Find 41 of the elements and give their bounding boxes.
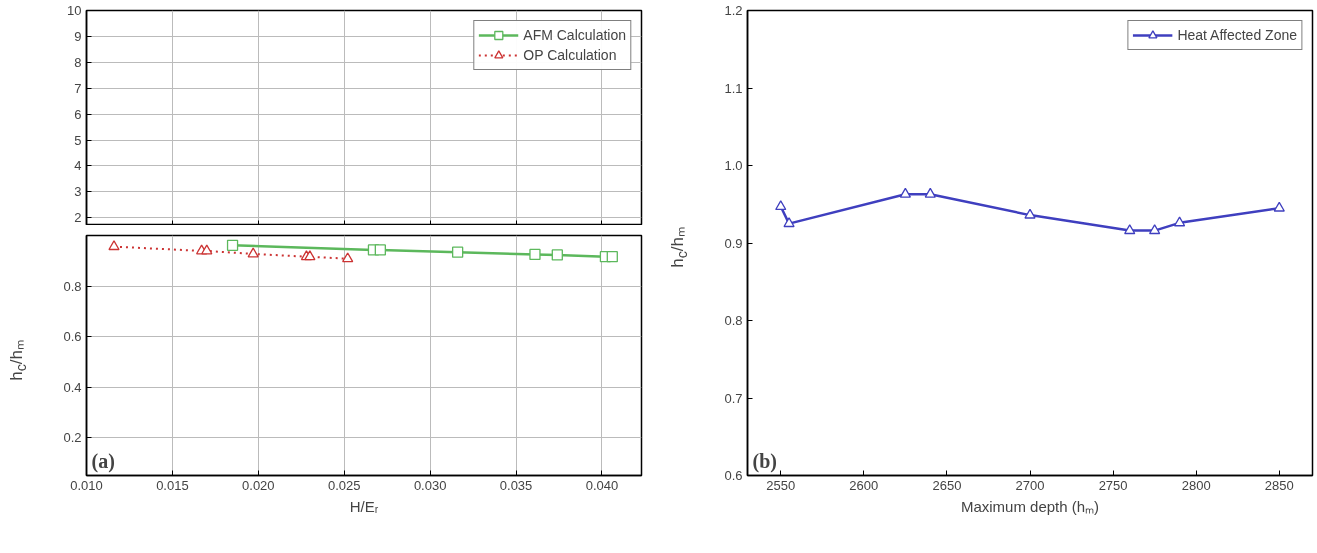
y-tick-label: 3: [74, 184, 82, 200]
x-tick-label: 2600: [849, 477, 879, 493]
x-tick-label: 0.030: [413, 477, 447, 493]
x-tick-label: 0.010: [70, 477, 103, 493]
annotation: (a): [91, 449, 115, 473]
y-tick-label: 0.4: [63, 379, 82, 395]
y-tick-label: 9: [74, 28, 82, 44]
x-tick-label: 2550: [766, 477, 796, 493]
y-tick-label: 4: [74, 158, 82, 174]
y-tick-label: 1.2: [724, 3, 743, 18]
y-tick-label: 10: [67, 3, 82, 18]
x-tick-label: 2700: [1015, 477, 1045, 493]
y-tick-label: 0.6: [63, 329, 82, 345]
y-tick-label: 7: [74, 80, 82, 96]
y-tick-label: 2: [74, 210, 82, 226]
annotation: (b): [752, 449, 777, 473]
x-tick-label: 2850: [1264, 477, 1294, 493]
y-tick-label: 5: [74, 132, 82, 148]
legend-label: AFM Calculation: [523, 27, 626, 43]
x-axis-title: H/Eᵣ: [349, 497, 379, 515]
legend-label: OP Calculation: [523, 47, 617, 63]
y-tick-label: 1.1: [724, 80, 743, 96]
y-tick-label: 6: [74, 106, 82, 122]
y-tick-label: 0.6: [724, 468, 743, 483]
x-tick-label: 0.040: [585, 477, 619, 493]
x-tick-label: 2800: [1181, 477, 1211, 493]
x-tick-label: 0.035: [499, 477, 533, 493]
x-axis-title: Maximum depth (hₘ): [960, 497, 1100, 515]
y-tick-label: 0.9: [724, 235, 743, 251]
y-tick-label: 8: [74, 54, 82, 70]
x-tick-label: 2650: [932, 477, 962, 493]
x-tick-label: 0.020: [242, 477, 275, 493]
y-tick-label: 1.0: [724, 158, 743, 173]
x-tick-label: 2750: [1098, 477, 1128, 493]
y-tick-label: 0.7: [724, 390, 743, 406]
x-tick-label: 0.015: [156, 477, 189, 493]
x-tick-label: 0.025: [327, 477, 361, 493]
y-tick-label: 0.2: [63, 430, 82, 446]
y-tick-label: 0.8: [63, 278, 82, 294]
legend-label: Heat Affected Zone: [1177, 27, 1297, 43]
y-tick-label: 0.8: [724, 313, 743, 328]
